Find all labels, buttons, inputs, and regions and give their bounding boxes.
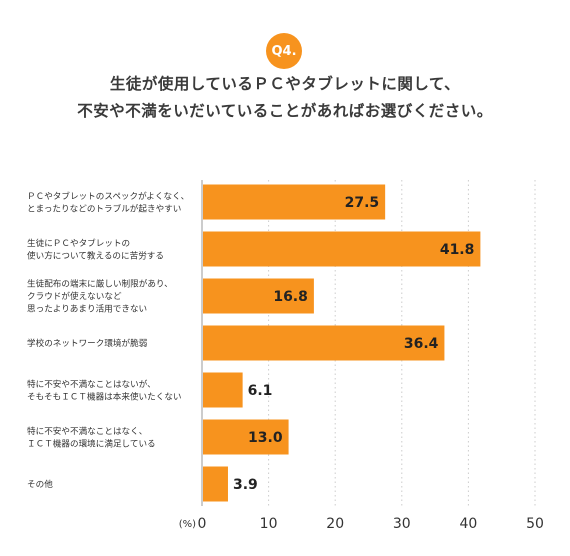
bar [203,325,445,361]
bar-layer [203,184,481,502]
tick-layer: 0 10 20 30 40 50 [198,516,544,532]
x-tick-label: 30 [393,516,411,532]
bar-value-label: 36.4 [404,336,439,352]
category-label-line: ＰＣやタブレットのスペックがよくなく、 [27,190,189,202]
x-tick-label: 40 [459,516,477,532]
category-label: 特に不安や不満なことはなく、ＩＣＴ機器の環境に満足している [27,425,156,450]
category-label-line: 思ったよりあまり活用できない [27,303,147,315]
category-label-line: その他 [27,478,53,490]
bar-value-label: 6.1 [248,383,273,399]
category-label: 生徒にＰＣやタブレットの使い方について教えるのに苦労する [27,237,164,262]
bar [203,419,289,455]
bar [203,466,228,502]
category-label: その他 [27,478,53,490]
bar [203,372,243,408]
bar-value-label: 13.0 [248,430,283,446]
question-badge: Q4. [266,33,302,69]
category-label-line: そもそもＩＣＴ機器は本来使いたくない [27,390,182,402]
category-label: 学校のネットワーク環境が脆弱 [27,337,147,349]
category-label-line: 生徒配布の端末に厳しい制限があり、 [27,278,173,290]
x-tick-label: 10 [260,516,278,532]
category-label-line: 学校のネットワーク環境が脆弱 [27,337,147,349]
category-label-line: 特に不安や不満なことはないが、 [27,378,156,390]
bar-value-label: 3.9 [233,477,258,493]
category-label-line: 生徒にＰＣやタブレットの [27,237,130,249]
category-label-line: 特に不安や不満なことはなく、 [27,425,147,437]
bar-value-label: 16.8 [273,289,308,305]
x-tick-label: 50 [526,516,544,532]
bar [203,278,314,314]
category-label: 生徒配布の端末に厳しい制限があり、クラウドが使えないなど思ったよりあまり活用でき… [27,278,173,315]
category-label: 特に不安や不満なことはないが、そもそもＩＣＴ機器は本来使いたくない [27,378,182,403]
category-label: ＰＣやタブレットのスペックがよくなく、とまったりなどのトラブルが起きやすい [27,190,189,215]
category-label-line: クラウドが使えないなど [27,290,122,302]
label-layer: 27.5 ＰＣやタブレットのスペックがよくなく、とまったりなどのトラブルが起きやす… [27,190,474,493]
x-tick-label: 0 [198,516,207,532]
bar [203,231,481,267]
category-label-line: 使い方について教えるのに苦労する [27,249,164,261]
axis-unit-label: (%) [179,519,196,530]
x-tick-label: 20 [326,516,344,532]
bar-value-label: 41.8 [440,242,475,258]
category-label-line: とまったりなどのトラブルが起きやすい [27,202,181,214]
bar [203,184,386,220]
bar-value-label: 27.5 [345,195,380,211]
question-title-line-1: 生徒が使用しているＰＣやタブレットに関して、 [109,75,461,93]
question-title-line-2: 不安や不満をいだいていることがあればお選びください。 [77,102,493,120]
category-label-line: ＩＣＴ機器の環境に満足している [27,437,156,449]
